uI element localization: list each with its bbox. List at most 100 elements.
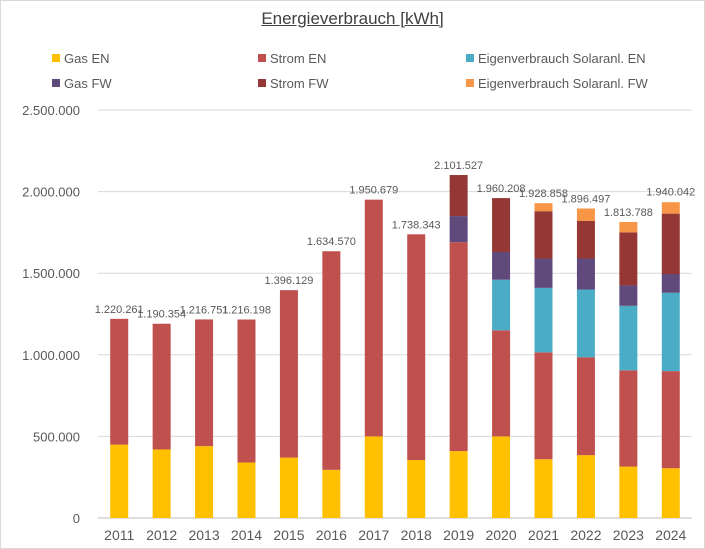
bar-segment (322, 469, 341, 518)
total-data-label: 1.960.208 (477, 183, 526, 195)
bar-segment (364, 436, 383, 518)
x-tick-label: 2012 (146, 527, 177, 543)
x-tick-label: 2022 (570, 527, 601, 543)
y-tick-label: 0 (73, 511, 80, 526)
total-data-label: 1.216.751 (180, 304, 229, 316)
bar-segment (619, 370, 638, 467)
legend-item-gas-fw: Gas FW (52, 75, 112, 91)
bar-segment (110, 444, 129, 518)
y-tick-label: 500.000 (33, 429, 80, 444)
bar-segment (279, 290, 298, 458)
bar-segment (661, 274, 680, 293)
bar-segment (534, 203, 553, 212)
bar-segment (152, 449, 171, 518)
y-tick-label: 1.000.000 (22, 348, 80, 363)
bar-segment (237, 319, 256, 463)
total-data-label: 1.950.679 (349, 185, 398, 197)
bar-segment (195, 319, 214, 447)
bar-segment (619, 466, 638, 518)
legend-label-strom-en: Strom EN (270, 50, 327, 66)
bar-segment (237, 462, 256, 518)
total-data-label: 1.190.354 (137, 309, 186, 321)
legend-item-solar-fw: Eigenverbrauch Solaranl. FW (466, 75, 648, 91)
y-tick-label: 2.000.000 (22, 185, 80, 200)
bar-segment (195, 446, 214, 518)
x-tick-label: 2014 (231, 527, 262, 543)
x-tick-label: 2015 (273, 527, 304, 543)
x-tick-label: 2020 (485, 527, 516, 543)
bar-segment (619, 232, 638, 286)
bar-segment (492, 251, 511, 280)
bar-segment (364, 199, 383, 437)
x-tick-label: 2016 (316, 527, 347, 543)
legend-swatch-solar-en (466, 54, 474, 62)
bar-segment (534, 211, 553, 259)
total-data-label: 1.216.198 (222, 305, 271, 317)
y-tick-label: 2.500.000 (22, 103, 80, 118)
bar-segment (661, 213, 680, 275)
total-data-label: 1.220.261 (95, 304, 144, 316)
x-tick-label: 2019 (443, 527, 474, 543)
bar-segment (534, 459, 553, 518)
bar-segment (576, 455, 595, 518)
bar-segment (492, 436, 511, 518)
legend-item-solar-en: Eigenverbrauch Solaranl. EN (466, 50, 646, 66)
bar-segment (322, 251, 341, 470)
x-tick-label: 2023 (613, 527, 644, 543)
bar-segment (407, 234, 426, 461)
bar-segment (534, 352, 553, 460)
bar-segment (449, 242, 468, 452)
bar-segment (661, 292, 680, 372)
bar-segment (492, 330, 511, 437)
bar-segment (534, 287, 553, 353)
legend-swatch-strom-fw (258, 79, 266, 87)
bar-segment (152, 323, 171, 450)
bar-segment (576, 220, 595, 259)
total-data-label: 1.940.042 (646, 186, 695, 198)
legend-label-solar-fw: Eigenverbrauch Solaranl. FW (478, 75, 648, 91)
x-tick-label: 2011 (104, 527, 134, 543)
total-data-label: 1.738.343 (392, 219, 441, 231)
bar-segment (619, 221, 638, 233)
total-data-label: 1.634.570 (307, 236, 356, 248)
legend-swatch-gas-en (52, 54, 60, 62)
legend-item-strom-fw: Strom FW (258, 75, 329, 91)
legend-item-strom-en: Strom EN (258, 50, 326, 66)
legend-label-solar-en: Eigenverbrauch Solaranl. EN (478, 50, 646, 66)
bar-segment (279, 457, 298, 518)
bar-segment (110, 318, 129, 445)
x-tick-label: 2017 (358, 527, 389, 543)
chart-title: Energieverbrauch [kWh] (261, 9, 444, 28)
y-tick-label: 1.500.000 (22, 266, 80, 281)
bar-segment (449, 216, 468, 243)
total-data-label: 1.928.858 (519, 188, 568, 200)
legend-label-gas-fw: Gas FW (64, 75, 112, 91)
total-data-label: 1.813.788 (604, 207, 653, 219)
bar-segment (661, 371, 680, 469)
bar-segment (576, 258, 595, 290)
bar-segment (576, 357, 595, 456)
bar-segment (449, 451, 468, 518)
legend-swatch-gas-fw (52, 79, 60, 87)
total-data-label: 1.896.497 (561, 193, 610, 205)
bar-segment (492, 279, 511, 331)
bar-segment (407, 460, 426, 518)
x-tick-label: 2021 (528, 527, 559, 543)
bar-segment (661, 202, 680, 214)
bar-segment (576, 208, 595, 221)
x-tick-label: 2013 (188, 527, 219, 543)
x-tick-label: 2024 (655, 527, 686, 543)
bar-segment (534, 258, 553, 288)
bar-segment (449, 175, 468, 217)
legend-swatch-solar-fw (466, 79, 474, 87)
legend-label-gas-en: Gas EN (64, 50, 110, 66)
bar-segment (619, 285, 638, 306)
bar-segment (492, 198, 511, 252)
total-data-label: 2.101.527 (434, 160, 483, 172)
legend-swatch-strom-en (258, 54, 266, 62)
bar-segment (619, 305, 638, 371)
bar-segment (661, 468, 680, 518)
x-tick-label: 2018 (401, 527, 432, 543)
legend-label-strom-fw: Strom FW (270, 75, 329, 91)
